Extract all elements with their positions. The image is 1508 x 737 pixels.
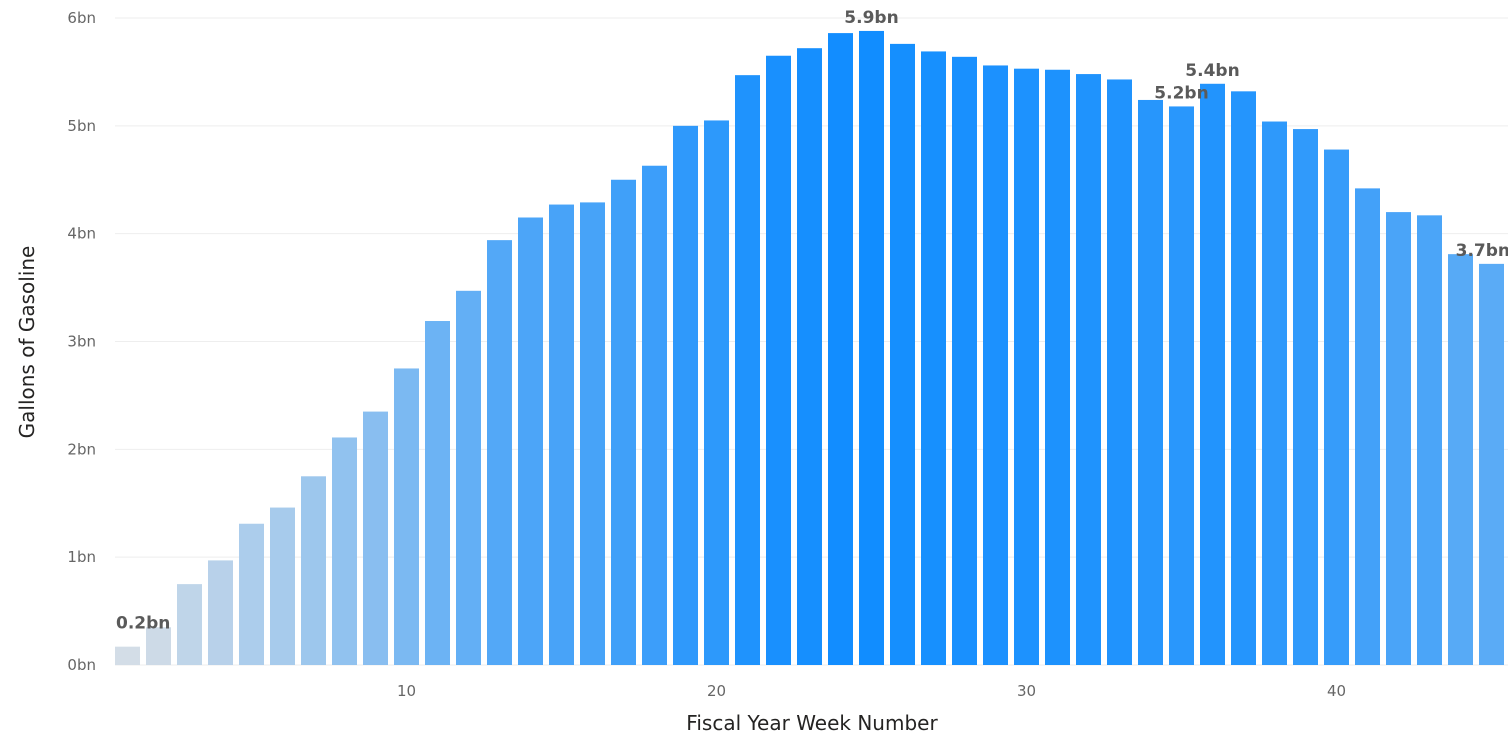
- bar-week-19[interactable]: [673, 125, 698, 666]
- bar-week-16[interactable]: [580, 202, 605, 665]
- x-tick-label: 40: [1327, 682, 1346, 700]
- bar-week-12[interactable]: [456, 290, 481, 665]
- bars: [115, 30, 1504, 666]
- bar-week-9[interactable]: [363, 411, 388, 665]
- bar-week-40[interactable]: [1324, 149, 1349, 666]
- bar-week-43[interactable]: [1417, 215, 1442, 665]
- bar-week-30[interactable]: [1014, 68, 1039, 666]
- bar-week-25[interactable]: [859, 30, 884, 665]
- data-label: 3.7bn: [1456, 241, 1508, 261]
- x-tick-label: 10: [397, 682, 416, 700]
- bar-week-34[interactable]: [1138, 99, 1163, 666]
- bar-week-22[interactable]: [766, 55, 791, 666]
- bar-week-17[interactable]: [611, 179, 636, 665]
- bar-week-1[interactable]: [115, 646, 140, 665]
- bar-week-21[interactable]: [735, 75, 760, 665]
- bar-week-18[interactable]: [642, 165, 667, 665]
- bar-week-31[interactable]: [1045, 69, 1070, 665]
- data-label: 5.2bn: [1154, 83, 1208, 103]
- y-tick-label: 5bn: [67, 117, 96, 135]
- bar-week-2[interactable]: [146, 627, 171, 665]
- y-tick-label: 1bn: [67, 548, 96, 566]
- bar-week-5[interactable]: [239, 523, 264, 665]
- bar-week-14[interactable]: [518, 217, 543, 665]
- x-tick-label: 30: [1017, 682, 1036, 700]
- bar-week-33[interactable]: [1107, 79, 1132, 666]
- bar-week-35[interactable]: [1169, 106, 1194, 665]
- bar-week-6[interactable]: [270, 507, 295, 665]
- y-axis-tick-labels: 0bn 1bn 2bn 3bn 4bn 5bn 6bn: [67, 9, 96, 674]
- bar-week-38[interactable]: [1262, 121, 1287, 665]
- y-tick-label: 3bn: [67, 333, 96, 351]
- x-axis-title: Fiscal Year Week Number: [686, 711, 938, 735]
- bar-week-26[interactable]: [890, 43, 915, 665]
- x-tick-label: 20: [707, 682, 726, 700]
- bar-week-24[interactable]: [828, 33, 853, 665]
- bar-week-10[interactable]: [394, 368, 419, 665]
- bar-week-36[interactable]: [1200, 83, 1225, 666]
- data-label: 0.2bn: [116, 614, 170, 634]
- bar-week-41[interactable]: [1355, 188, 1380, 666]
- bar-week-20[interactable]: [704, 120, 729, 666]
- y-axis-title: Gallons of Gasoline: [15, 246, 39, 439]
- data-label: 5.9bn: [844, 8, 898, 28]
- bar-week-32[interactable]: [1076, 74, 1101, 665]
- bar-week-28[interactable]: [952, 56, 977, 665]
- bar-week-15[interactable]: [549, 204, 574, 665]
- bar-week-37[interactable]: [1231, 91, 1256, 666]
- bar-week-42[interactable]: [1386, 212, 1411, 665]
- y-tick-label: 0bn: [67, 656, 96, 674]
- bar-week-4[interactable]: [208, 560, 233, 665]
- bar-week-39[interactable]: [1293, 129, 1318, 665]
- bar-week-8[interactable]: [332, 437, 357, 665]
- bar-week-27[interactable]: [921, 51, 946, 665]
- bar-week-13[interactable]: [487, 240, 512, 666]
- bar-week-11[interactable]: [425, 321, 450, 665]
- y-tick-label: 6bn: [67, 9, 96, 27]
- bar-week-29[interactable]: [983, 65, 1008, 666]
- bar-week-45[interactable]: [1479, 263, 1504, 665]
- bar-week-7[interactable]: [301, 476, 326, 665]
- x-axis-tick-labels: 10 20 30 40: [397, 682, 1346, 700]
- y-tick-label: 2bn: [67, 440, 96, 458]
- bar-week-44[interactable]: [1448, 254, 1473, 665]
- bar-week-3[interactable]: [177, 584, 202, 665]
- data-label: 5.4bn: [1185, 61, 1239, 81]
- y-tick-label: 4bn: [67, 225, 96, 243]
- bar-week-23[interactable]: [797, 48, 822, 665]
